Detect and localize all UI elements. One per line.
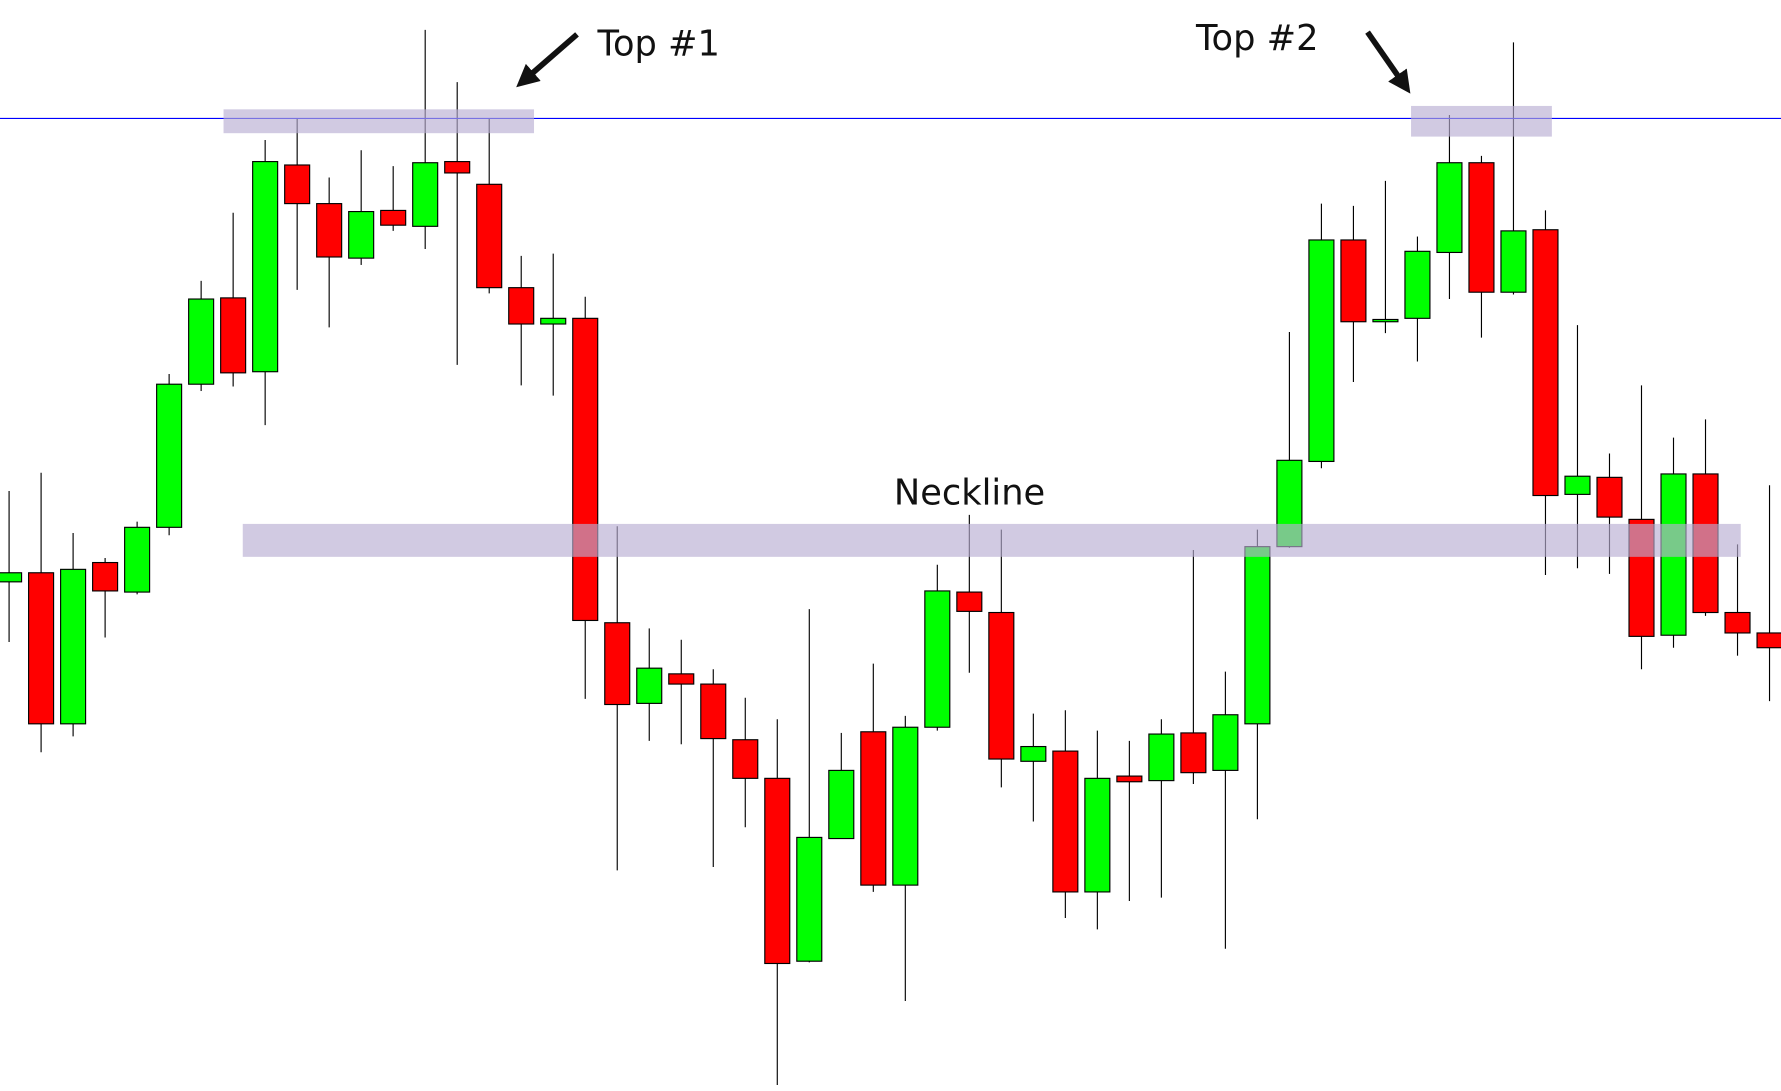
candle-up [156,383,183,528]
candle-down [572,317,599,622]
candle-up [1500,230,1527,293]
candle-down [1756,632,1781,649]
candle-up [1212,714,1239,771]
candle-down [380,209,407,226]
candle-down [764,777,791,965]
candle-down [668,673,695,685]
candle-up [1372,318,1399,323]
candle-down [444,161,471,174]
candle-up [1308,239,1335,463]
candle-up [1084,777,1111,893]
candle-down [1052,750,1079,893]
candle-up [1020,745,1047,762]
candle-up [348,210,375,259]
candle-up [924,590,951,728]
candle-down [316,203,343,258]
plot-area [0,29,1781,1086]
candle-down [284,164,311,205]
candle-up [252,161,279,373]
candle-up [1564,475,1591,495]
candle-down [1596,476,1623,518]
candle-up [828,769,855,840]
candle-down [476,183,503,289]
candle-up [636,667,663,704]
annotation: Top #2 [1195,18,1319,59]
candle-down [1532,229,1559,497]
candle-up [1404,250,1431,319]
candle-down [956,591,983,612]
annotation: Top #1 [596,24,720,65]
candle-down [508,287,535,325]
candle-up [1436,162,1463,254]
candle-up [60,568,87,725]
candle-down [92,561,119,592]
candle-down [988,611,1015,760]
candle-up [796,836,823,962]
candle-down [604,622,631,706]
candle-down [1116,775,1143,783]
candle-up [540,317,567,325]
candle-up [1148,733,1175,782]
candle-down [732,739,759,779]
candle-down [1724,611,1751,634]
candle-down [700,683,727,740]
arrow [516,32,579,88]
candle-up [412,162,439,227]
arrow [1365,30,1411,94]
candle-up [892,726,919,886]
zone [1411,105,1552,137]
candle-down [1340,239,1367,323]
candle-up [1244,546,1271,725]
zone [223,109,535,134]
annotation: Neckline [894,472,1045,513]
candle-down [1468,162,1495,293]
candle-down [860,731,887,886]
zone [242,523,1741,557]
candle-up [188,298,215,385]
candle-down [1180,732,1207,774]
candle-up [0,572,23,583]
candle-up [124,526,151,593]
candle-down [28,572,55,725]
candle-down [220,297,247,374]
